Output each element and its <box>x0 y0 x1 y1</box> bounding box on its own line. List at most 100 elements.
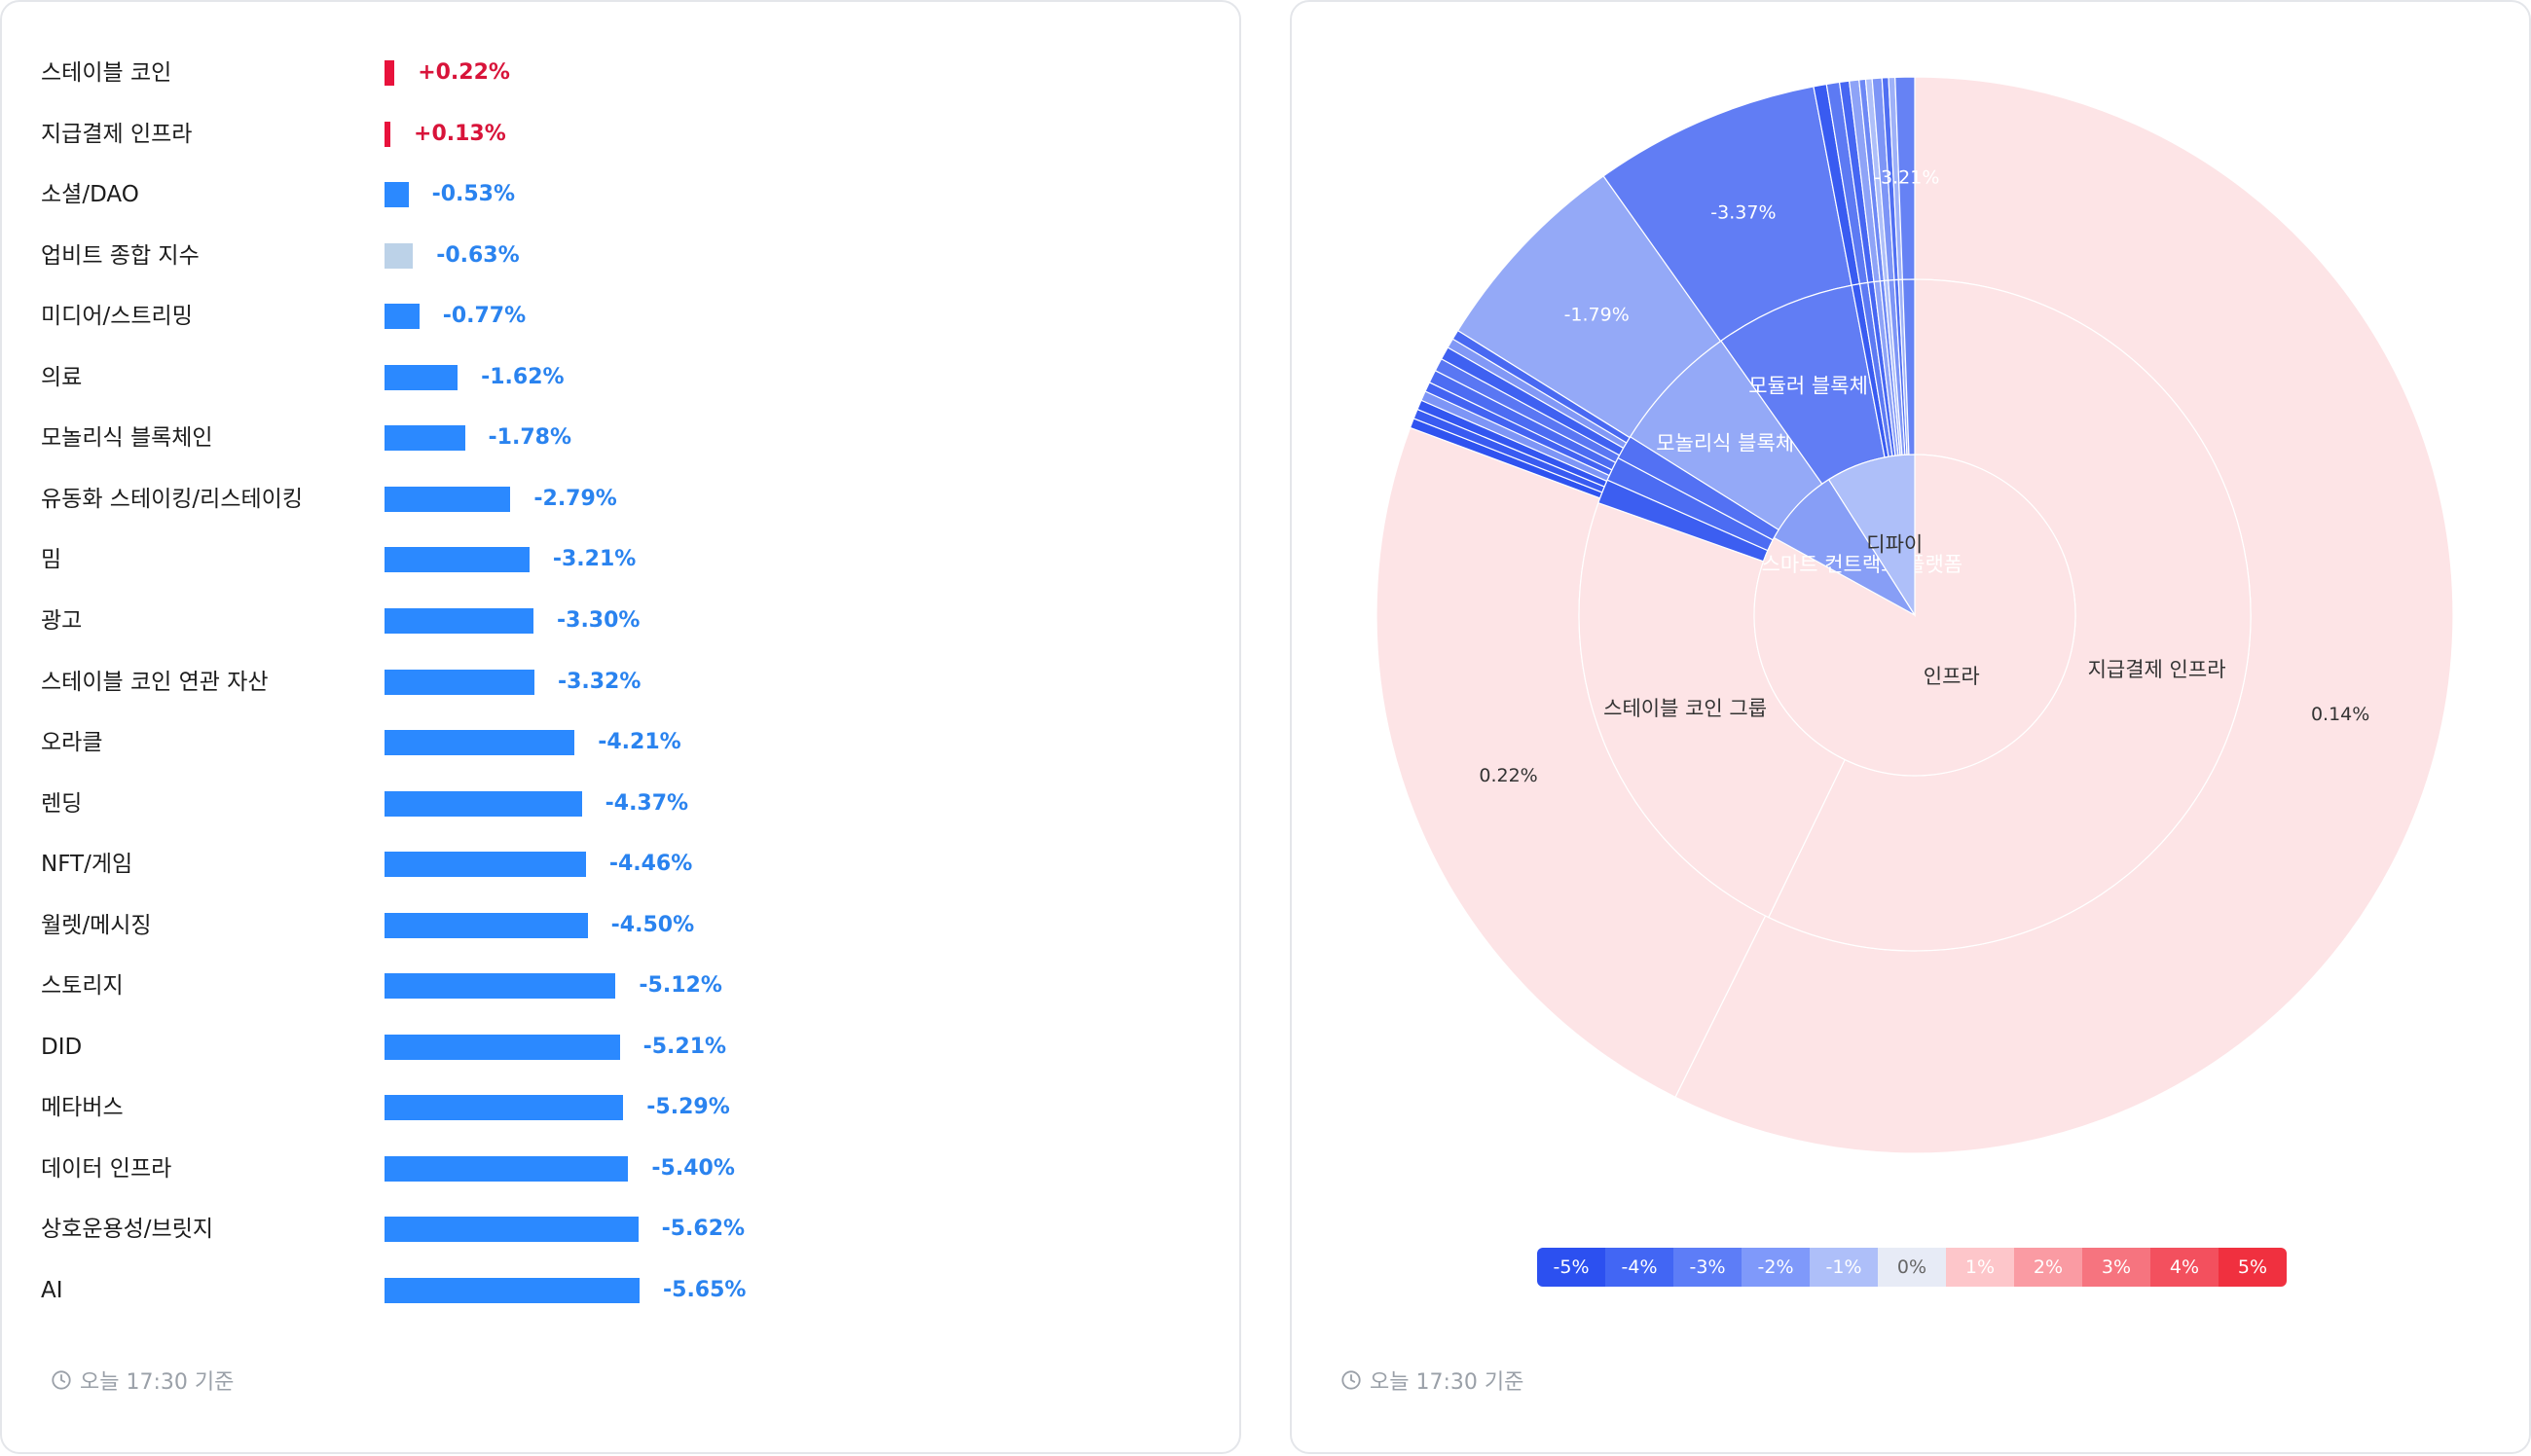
sector-name: 지급결제 인프라 <box>41 121 193 147</box>
sector-row[interactable]: AI -5.65% <box>2 1271 1239 1310</box>
legend-swatch: -4% <box>1605 1248 1673 1287</box>
sector-row[interactable]: 유동화 스테이킹/리스테이킹 -2.79% <box>2 480 1239 519</box>
sector-change-value: -1.62% <box>481 364 565 389</box>
sunburst-chart: 0.14% 0.22% -1.79% -3.37% -3.21% 지급결제 인프라스테이블… <box>1376 76 2454 1154</box>
sector-bar <box>385 973 616 1000</box>
legend-swatch: -3% <box>1673 1248 1742 1287</box>
sector-bar <box>385 790 582 817</box>
outer-ring-label: -3.21% <box>1874 167 1939 189</box>
sector-change-value: -4.46% <box>608 852 693 877</box>
sector-change-value: -5.29% <box>646 1095 730 1120</box>
middle-ring-label: 모듈러 블록체인 <box>1748 374 1887 397</box>
inner-ring-label: 디파이 <box>1866 533 1923 557</box>
sector-bar <box>385 852 586 878</box>
sector-change-value: -5.62% <box>661 1217 746 1242</box>
sector-row[interactable]: DID -5.21% <box>2 1028 1239 1067</box>
sector-change-value: -0.63% <box>436 242 520 268</box>
sector-change-value: -0.53% <box>431 182 516 207</box>
sector-name: 스테이블 코인 연관 자산 <box>41 669 269 695</box>
sector-row[interactable]: 데이터 인프라 -5.40% <box>2 1149 1239 1188</box>
middle-ring-label: 모놀리식 블록체인 <box>1656 432 1813 455</box>
sector-name: 메타버스 <box>41 1095 124 1121</box>
left-timestamp: 오늘 17:30 기준 <box>51 1363 234 1398</box>
legend-swatch: 3% <box>2082 1248 2150 1287</box>
sector-change-value: -5.21% <box>642 1034 727 1059</box>
sector-name: 미디어/스트리밍 <box>41 304 193 330</box>
sector-change-value: -4.50% <box>610 912 695 937</box>
left-timestamp-text: 오늘 17:30 기준 <box>80 1370 235 1395</box>
sector-name: AI <box>41 1278 63 1303</box>
outer-ring-label: 0.22% <box>1479 765 1537 786</box>
legend-swatch: 0% <box>1878 1248 1946 1287</box>
legend-swatch: 5% <box>2219 1248 2287 1287</box>
sector-row[interactable]: 지급결제 인프라 +0.13% <box>2 115 1239 154</box>
sector-name: DID <box>41 1034 83 1060</box>
sector-row[interactable]: NFT/게임 -4.46% <box>2 845 1239 884</box>
sector-row[interactable]: 업비트 종합 지수 -0.63% <box>2 237 1239 275</box>
sector-name: 데이터 인프라 <box>41 1155 172 1182</box>
sector-row[interactable]: 상호운용성/브릿지 -5.62% <box>2 1210 1239 1249</box>
right-timestamp-text: 오늘 17:30 기준 <box>1370 1370 1524 1395</box>
sector-bar <box>385 486 511 512</box>
outer-ring-label: -1.79% <box>1564 305 1630 326</box>
outer-ring-label: 0.14% <box>2311 704 2369 725</box>
sector-row[interactable]: 월렛/메시징 -4.50% <box>2 906 1239 945</box>
sector-row[interactable]: 스테이블 코인 연관 자산 -3.32% <box>2 663 1239 702</box>
sector-change-value: -5.65% <box>663 1278 747 1302</box>
right-timestamp: 오늘 17:30 기준 <box>1340 1363 1523 1398</box>
sector-bar <box>385 547 530 573</box>
sector-row[interactable]: 소셜/DAO -0.53% <box>2 175 1239 214</box>
sector-change-value: -3.32% <box>557 669 642 694</box>
sector-name: 유동화 스테이킹/리스테이킹 <box>41 486 303 512</box>
sector-name: NFT/게임 <box>41 852 133 878</box>
middle-ring-label: 스테이블 코인 그룹 <box>1603 697 1767 720</box>
inner-ring-segment[interactable] <box>1827 454 1916 618</box>
sector-change-value: +0.13% <box>414 121 506 146</box>
clock-icon <box>52 1370 71 1390</box>
sector-name: 업비트 종합 지수 <box>41 242 200 269</box>
sector-row[interactable]: 밈 -3.21% <box>2 540 1239 579</box>
sector-sunburst-panel: 0.14% 0.22% -1.79% -3.37% -3.21% 지급결제 인프라 스테이블… <box>1290 0 2531 1454</box>
sector-row[interactable]: 의료 -1.62% <box>2 358 1239 397</box>
sector-row[interactable]: 모놀리식 블록체인 -1.78% <box>2 419 1239 457</box>
sector-bar <box>385 121 391 147</box>
sector-name: 스토리지 <box>41 973 124 1000</box>
sector-bar <box>385 242 414 269</box>
sector-name: 스테이블 코인 <box>41 60 172 86</box>
sector-row[interactable]: 렌딩 -4.37% <box>2 784 1239 823</box>
sector-row[interactable]: 메타버스 -5.29% <box>2 1088 1239 1127</box>
sector-bar <box>385 364 459 390</box>
legend-swatch: 2% <box>2014 1248 2082 1287</box>
inner-ring-label: 스마트 컨트랙트 플랫폼 <box>1762 553 1963 576</box>
sector-row[interactable]: 스토리지 -5.12% <box>2 966 1239 1005</box>
sector-bar <box>385 304 420 330</box>
middle-ring-label: 지급결제 인프라 <box>2088 658 2226 681</box>
sector-change-value: -3.21% <box>552 547 637 572</box>
sector-performance-panel: 스테이블 코인 +0.22% 지급결제 인프라 +0.13% 소셜/DAO -0.53% 업… <box>0 0 1241 1454</box>
legend-swatch: -5% <box>1537 1248 1605 1287</box>
sector-row[interactable]: 오라클 -4.21% <box>2 723 1239 762</box>
legend-swatch: 4% <box>2150 1248 2219 1287</box>
legend-swatch: -2% <box>1742 1248 1810 1287</box>
sector-bar <box>385 607 534 634</box>
sector-bar <box>385 912 588 938</box>
sector-bar <box>385 730 575 756</box>
sector-row[interactable]: 미디어/스트리밍 -0.77% <box>2 297 1239 336</box>
clock-icon <box>1341 1370 1361 1390</box>
sector-bar <box>385 182 409 208</box>
sector-change-value: -2.79% <box>533 486 617 511</box>
sector-bar <box>385 669 534 695</box>
sector-bar <box>385 1095 624 1121</box>
sector-row[interactable]: 스테이블 코인 +0.22% <box>2 54 1239 92</box>
sector-bar <box>385 1217 639 1243</box>
sector-name: 모놀리식 블록체인 <box>41 425 213 452</box>
sector-change-value: -5.12% <box>639 973 722 999</box>
sector-change-value: +0.22% <box>418 60 510 85</box>
sector-row[interactable]: 광고 -3.30% <box>2 601 1239 640</box>
sector-name: 의료 <box>41 364 83 390</box>
sector-change-value: -0.77% <box>442 304 527 329</box>
sector-change-value: -5.40% <box>651 1155 735 1181</box>
sector-name: 렌딩 <box>41 790 83 817</box>
sector-name: 광고 <box>41 607 83 634</box>
sector-change-value: -4.21% <box>598 730 681 755</box>
